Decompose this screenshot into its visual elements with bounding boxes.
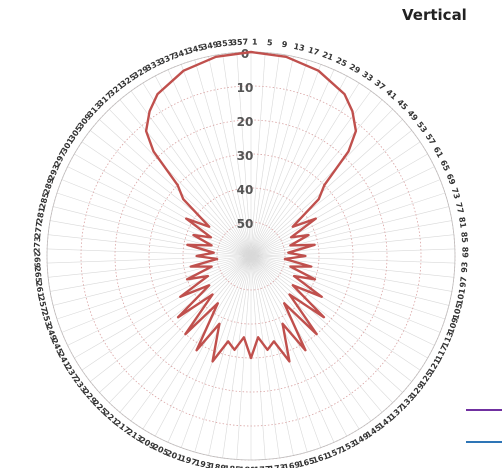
spoke-line <box>222 255 252 459</box>
radial-tick-label: 30 <box>237 149 254 163</box>
spoke-line <box>250 119 403 257</box>
polar-rings <box>46 51 456 461</box>
angle-tick-label: 13 <box>293 42 306 53</box>
angle-tick-label: 177 <box>254 465 271 468</box>
angle-tick-label: 285 <box>38 191 51 210</box>
spoke-line <box>236 255 252 460</box>
angle-tick-label: 9 <box>281 40 288 50</box>
angle-tick-label: 281 <box>35 206 47 225</box>
spoke-line <box>250 255 266 460</box>
angle-tick-label: 37 <box>373 78 387 92</box>
angle-tick-label: 61 <box>432 145 445 159</box>
grid-ring <box>148 153 354 359</box>
angle-tick-label: 169 <box>283 460 302 468</box>
spoke-line <box>250 255 360 430</box>
angle-tick-label: 41 <box>384 87 399 101</box>
spoke-line <box>130 255 252 422</box>
angle-tick-label: 165 <box>297 456 316 468</box>
spoke-line <box>119 99 252 257</box>
radial-tick-label: 50 <box>237 217 254 231</box>
series-line <box>144 50 358 363</box>
legend-line-purple <box>466 409 502 411</box>
spoke-line <box>250 255 348 437</box>
grid-ring <box>80 85 422 427</box>
angle-tick-label: 77 <box>454 201 465 214</box>
angle-tick-label: 257 <box>36 295 49 313</box>
radial-tick-label: 20 <box>237 115 254 129</box>
angle-tick-label: 89 <box>460 247 469 259</box>
angle-tick-label: 1 <box>252 37 258 46</box>
spoke-line <box>250 255 308 453</box>
angle-tick-label: 21 <box>321 50 335 63</box>
chart-title: Vertical <box>402 6 467 24</box>
angle-tick-label: 17 <box>307 45 320 57</box>
angle-tick-label: 45 <box>395 98 410 113</box>
series-group <box>144 50 358 363</box>
angle-tick-label: 29 <box>348 62 362 75</box>
spoke-line <box>74 153 252 257</box>
angle-tick-label: 265 <box>33 266 43 284</box>
spoke-line <box>208 56 252 257</box>
spoke-line <box>48 234 252 257</box>
angle-tick-label: 97 <box>458 276 468 288</box>
angle-tick-label: 261 <box>34 281 46 299</box>
angle-tick-label: 33 <box>360 70 374 84</box>
angle-tick-label: 185 <box>224 464 242 468</box>
spoke-line <box>250 153 428 257</box>
angle-tick-label: 349 <box>201 40 220 52</box>
spoke-line <box>142 82 252 257</box>
legend-line-blue <box>466 441 502 443</box>
spoke-line <box>90 130 252 257</box>
spoke-line <box>250 179 441 257</box>
angle-tick-label: 85 <box>459 231 469 243</box>
angle-tick-label: 181 <box>239 465 256 468</box>
angle-tick-label: 57 <box>424 132 438 146</box>
angle-tick-label: 53 <box>415 120 429 134</box>
angle-tick-label: 101 <box>455 287 467 306</box>
angle-tick-label: 345 <box>186 43 205 56</box>
angle-tick-label: 277 <box>33 221 44 239</box>
angle-tick-label: 189 <box>209 462 227 468</box>
spoke-line <box>56 192 252 257</box>
angle-tick-label: 81 <box>457 216 468 229</box>
polar-spokes <box>47 52 455 460</box>
angle-tick-label: 93 <box>460 261 470 273</box>
spoke-line <box>250 255 280 459</box>
angle-tick-label: 193 <box>194 458 212 468</box>
spoke-line <box>250 192 446 257</box>
radial-tick-label: 10 <box>237 81 254 95</box>
grid-ring <box>114 119 388 393</box>
spoke-line <box>250 130 412 257</box>
grid-ring <box>182 187 320 325</box>
spoke-line <box>250 206 449 257</box>
spoke-line <box>61 179 252 257</box>
angle-tick-label: 273 <box>32 236 42 253</box>
radial-tick-label: 40 <box>237 183 254 197</box>
angle-tick-label: 49 <box>405 108 419 123</box>
angle-tick-label: 25 <box>334 56 348 69</box>
spoke-line <box>142 255 252 430</box>
angle-tick-label: 357 <box>231 37 248 47</box>
angle-tick-label: 65 <box>438 159 451 173</box>
spoke-line <box>167 69 252 257</box>
angle-tick-label: 5 <box>267 38 274 47</box>
spoke-line <box>194 255 252 453</box>
spoke-line <box>99 119 252 257</box>
angle-tick-label: 69 <box>445 172 458 186</box>
angle-tick-label: 173 <box>268 463 286 468</box>
angle-tick-label: 353 <box>216 38 234 49</box>
angle-tick-label: 73 <box>450 187 462 200</box>
spoke-line <box>67 166 252 257</box>
spoke-line <box>250 234 454 257</box>
grid-ring <box>216 221 286 291</box>
spoke-line <box>53 206 252 257</box>
angle-tick-label: 269 <box>32 251 41 268</box>
angle-tick-label: 105 <box>451 302 464 321</box>
